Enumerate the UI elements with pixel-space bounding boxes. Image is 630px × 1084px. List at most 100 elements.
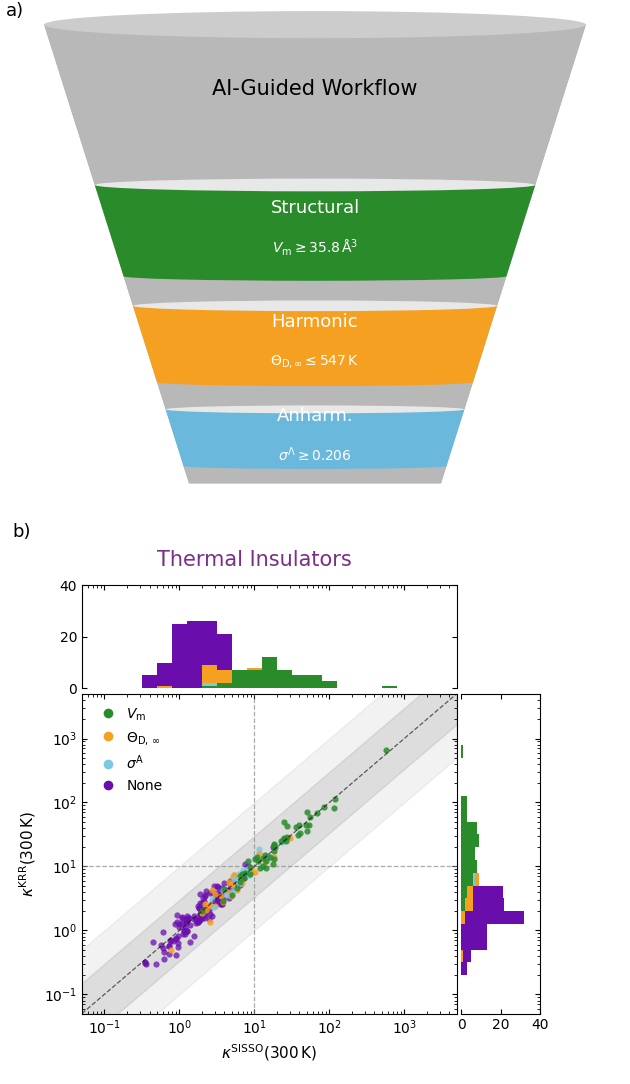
Point [173,934,183,952]
Point [249,850,260,867]
Point [232,881,242,899]
Point [268,842,278,860]
Point [229,866,239,883]
Point [179,921,189,939]
Bar [322,681,337,688]
Point [201,902,211,919]
Polygon shape [166,410,464,466]
Point [197,906,207,924]
Bar [262,681,277,688]
Bar [461,899,465,912]
Point [194,900,204,917]
Point [236,867,246,885]
Point [210,889,220,906]
Point [245,865,255,882]
Point [230,873,240,890]
Point [176,909,186,927]
Ellipse shape [94,179,536,192]
Point [199,892,209,909]
Point [294,816,304,834]
Point [261,860,271,877]
Point [181,909,192,927]
Point [210,898,220,915]
Point [255,840,265,857]
Point [180,919,190,937]
Bar [461,860,477,873]
Point [159,943,169,960]
Point [279,830,289,848]
Point [197,904,207,921]
Point [140,954,150,971]
Point [213,890,223,907]
Bar [461,822,477,835]
Point [227,882,238,900]
Point [171,946,181,964]
Point [232,875,242,892]
Point [206,895,216,913]
Point [330,790,340,808]
Bar [461,873,477,886]
Bar [461,835,465,848]
Point [285,829,295,847]
Point [214,893,224,911]
Point [209,892,219,909]
Polygon shape [94,185,536,276]
Point [197,904,207,921]
Text: $\sigma^\Lambda \geq 0.206$: $\sigma^\Lambda \geq 0.206$ [278,446,352,464]
Bar [461,745,463,758]
Bar [461,835,479,848]
Point [200,886,210,903]
Bar [461,860,465,873]
Point [235,874,245,891]
Point [290,818,301,836]
Point [265,848,275,865]
Bar [461,912,465,924]
Bar [292,675,307,688]
Point [218,893,228,911]
Polygon shape [133,306,497,383]
Bar [461,886,467,899]
Point [166,931,176,948]
Point [222,887,232,904]
Point [222,883,232,901]
Point [381,741,391,759]
Point [205,914,215,931]
Point [253,852,263,869]
Point [183,909,193,927]
Point [199,899,209,916]
Point [239,869,249,887]
Point [276,833,286,850]
Point [254,844,264,862]
Point [215,895,225,913]
Point [205,896,215,914]
Point [227,877,237,894]
Bar [461,899,465,912]
Point [227,886,238,903]
Point [214,883,224,901]
Bar [461,860,469,873]
Point [236,877,246,894]
Bar [461,848,469,860]
Point [249,864,260,881]
Point [200,906,210,924]
Point [258,857,268,875]
Point [216,888,226,905]
Bar [461,835,463,848]
Point [219,875,229,892]
Bar [461,912,524,924]
Point [302,804,312,822]
Point [295,825,306,842]
Point [193,900,203,917]
Text: $V_\mathrm{m} \geq 35.8\,\mathrm{\AA}^3$: $V_\mathrm{m} \geq 35.8\,\mathrm{\AA}^3$ [272,237,358,258]
Point [261,848,272,865]
Point [239,865,249,882]
Text: Thermal Insulators: Thermal Insulators [157,551,352,570]
Point [268,855,278,873]
Point [268,836,278,853]
Bar [461,873,473,886]
Point [200,888,210,905]
Point [229,866,239,883]
Point [200,895,210,913]
Bar [232,673,247,688]
Bar [217,683,232,688]
